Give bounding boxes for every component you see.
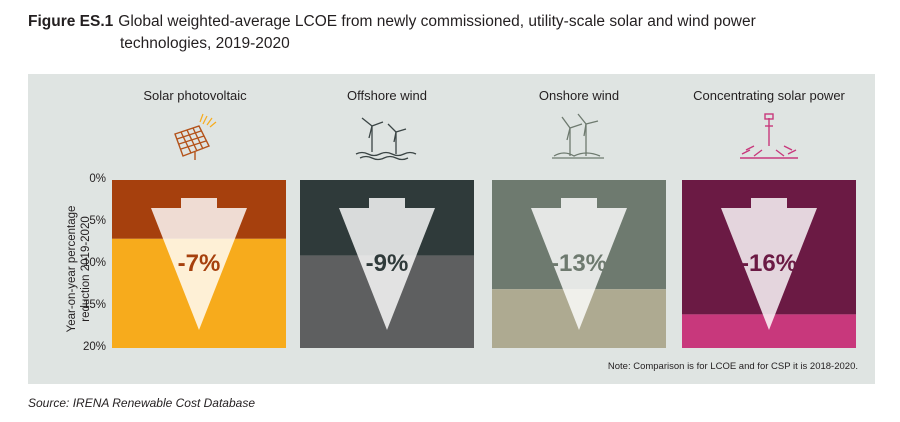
- category-label-offshore-wind: Offshore wind: [347, 88, 427, 103]
- y-tick-20: 20%: [82, 341, 106, 353]
- onshore-wind-turbine-icon: [494, 112, 664, 164]
- reduction-arrow-2: [531, 198, 627, 330]
- y-tick-0: 0%: [89, 173, 106, 185]
- offshore-wind-turbine-icon: [302, 112, 472, 164]
- value-label-1: -9%: [366, 250, 409, 277]
- figure-title: Figure ES.1 Global weighted-average LCOE …: [28, 11, 878, 55]
- chart-note: Note: Comparison is for LCOE and for CSP…: [607, 361, 858, 372]
- value-label-3: -16%: [741, 250, 797, 277]
- category-label-onshore-wind: Onshore wind: [538, 88, 620, 103]
- reduction-arrow-3: [721, 198, 817, 330]
- reduction-arrow-1: [339, 198, 435, 330]
- y-tick-5: 5%: [89, 215, 106, 227]
- value-label-0: -7%: [178, 250, 221, 277]
- figure-label: Figure ES.1: [28, 13, 114, 30]
- figure-title-line2: technologies, 2019-2020: [120, 35, 290, 52]
- reduction-arrow-0: [151, 198, 247, 330]
- y-tick-15: 15%: [82, 299, 106, 311]
- concentrating-solar-tower-icon: [684, 112, 854, 164]
- solar-panel-icon: [110, 112, 280, 164]
- category-label-csp: Concentrating solar power: [693, 88, 845, 103]
- category-label-solar-pv: Solar photovoltaic: [143, 88, 247, 103]
- y-tick-10: 10%: [82, 257, 106, 269]
- source-text: Source: IRENA Renewable Cost Database: [28, 396, 256, 410]
- value-label-2: -13%: [551, 250, 607, 277]
- figure-title-line1: Global weighted-average LCOE from newly …: [118, 13, 756, 30]
